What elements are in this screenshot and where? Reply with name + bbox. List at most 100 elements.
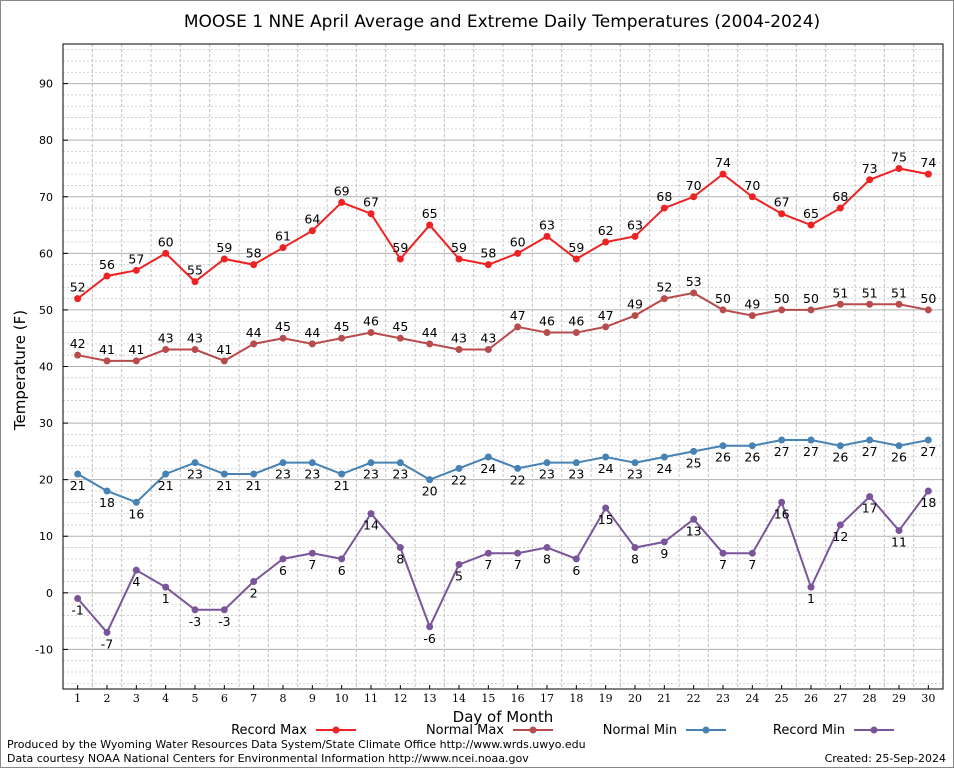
data-label: 51 [862,285,878,300]
data-label: 5 [455,569,463,584]
data-label: 23 [627,467,643,482]
data-point [396,459,404,467]
data-label: 50 [774,291,790,306]
data-label: 65 [803,206,819,221]
data-point [220,255,228,263]
data-label: 60 [510,234,526,249]
data-label: 16 [128,506,144,521]
data-label: 41 [128,342,144,357]
series-record-max: 52 56 57 60 55 59 58 61 64 69 67 59 65 59 58 60 63 59 62 63… [70,149,936,303]
x-axis-label: Day of Month [453,708,554,726]
data-label: 22 [510,472,526,487]
data-label: 27 [774,444,790,459]
data-point [74,594,82,602]
data-point [426,221,434,229]
data-point [602,323,610,331]
data-label: 44 [246,325,262,340]
x-tick-label: 22 [687,692,701,705]
data-label: 53 [686,274,702,289]
data-point [631,232,639,240]
data-point [338,334,346,342]
data-point [74,295,82,303]
data-point [924,170,932,178]
data-point [308,549,316,557]
x-tick-label: 9 [309,692,316,705]
data-point [924,436,932,444]
data-point [778,306,786,314]
data-label: 59 [216,240,232,255]
data-label: 68 [656,189,672,204]
data-label: 74 [715,155,731,170]
data-point [250,261,258,269]
chart-title: MOOSE 1 NNE April Average and Extreme Da… [184,12,820,32]
data-point [367,459,375,467]
data-label: 7 [719,557,727,572]
data-point [866,176,874,184]
data-point [895,164,903,172]
x-tick-label: 29 [892,692,906,705]
series-record-min: -1 -7 4 1 -3 -3 2 6 7 6 14 8 -6 5 7 7 8 6 15 8 9 13 7 7 16 1 12 17 1… [71,487,936,651]
data-label: 65 [422,206,438,221]
data-point [338,470,346,478]
data-point [572,555,580,563]
x-tick-label: 21 [657,692,671,705]
data-label: 6 [338,563,346,578]
legend-item: Normal Min [603,723,726,738]
data-point [279,244,287,252]
y-tick-label: -10 [35,643,53,656]
data-label: 7 [748,557,756,572]
data-point [719,549,727,557]
data-label: 20 [422,484,438,499]
data-label: 6 [279,563,287,578]
data-point [396,544,404,552]
data-point [514,549,522,557]
data-label: 59 [451,240,467,255]
data-label: 7 [308,557,316,572]
data-point [426,623,434,631]
data-label: 4 [132,574,140,589]
footer-created-date: Created: 25-Sep-2024 [824,752,946,765]
data-point [836,204,844,212]
data-label: 6 [572,563,580,578]
data-point [602,504,610,512]
data-label: 70 [686,178,702,193]
data-label: 56 [99,257,115,272]
data-label: 23 [187,467,203,482]
y-tick-label: 60 [39,247,53,260]
x-tick-label: 4 [162,692,169,705]
x-tick-label: 15 [481,692,495,705]
y-tick-label: 70 [39,191,53,204]
data-point [191,459,199,467]
data-point [484,453,492,461]
data-point [367,510,375,518]
data-point [924,487,932,495]
y-tick-label: 50 [39,304,53,317]
data-label: -7 [101,636,113,651]
legend-label: Normal Max [426,723,504,738]
y-tick-label: 10 [39,530,53,543]
data-label: 24 [598,461,614,476]
data-label: 9 [660,546,668,561]
x-tick-label: 25 [775,692,789,705]
y-tick-label: 0 [46,587,53,600]
data-point [631,312,639,320]
data-point [367,210,375,218]
data-point [895,527,903,535]
data-label: 63 [539,217,555,232]
series-line [77,291,929,362]
data-label: 21 [216,478,232,493]
data-label: 2 [250,586,258,601]
data-point [572,329,580,337]
data-point [484,346,492,354]
x-tick-label: 26 [804,692,818,705]
series-line [76,490,930,635]
data-point [660,453,668,461]
y-axis-label: Temperature (F) [11,310,29,431]
data-label: 27 [920,444,936,459]
x-tick-label: 8 [280,692,287,705]
data-label: 69 [334,183,350,198]
major-grid [63,44,943,689]
x-tick-label: 30 [921,692,935,705]
data-label: 70 [744,178,760,193]
